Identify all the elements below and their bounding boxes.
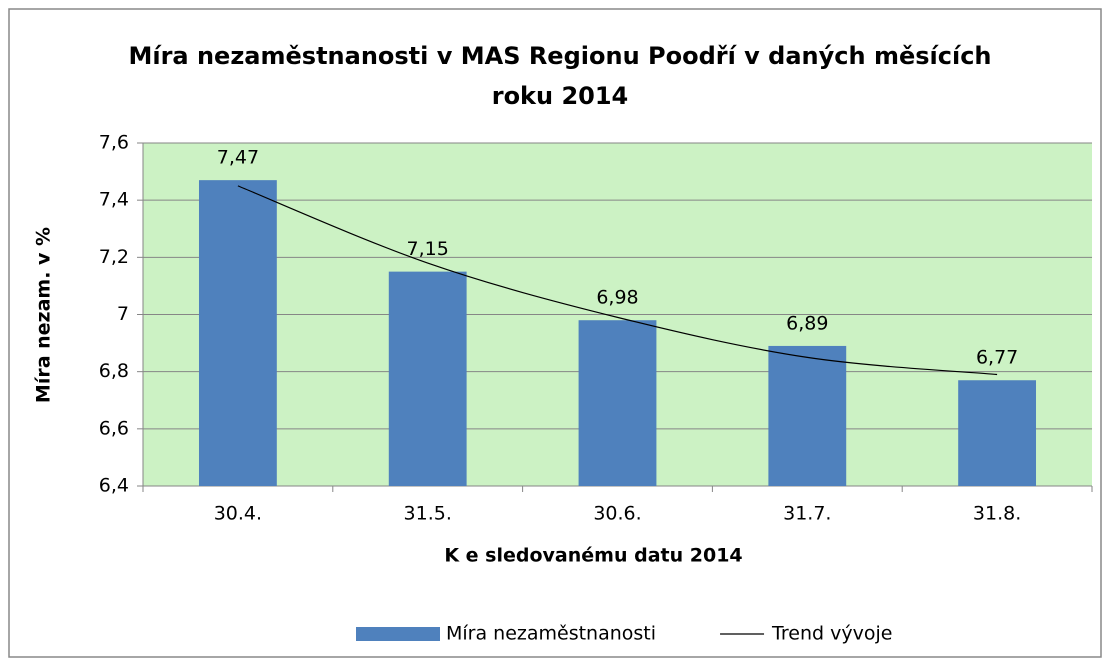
bar (198, 180, 277, 487)
y-tick-label: 7,2 (99, 246, 129, 268)
bar (388, 271, 467, 486)
data-label: 6,77 (976, 347, 1018, 369)
y-tick-label: 7,6 (99, 132, 129, 154)
x-tick-label: 30.4. (214, 503, 262, 525)
y-tick-label: 7 (117, 303, 129, 325)
chart-title: Míra nezaměstnanosti v MAS Regionu Poodř… (128, 42, 992, 110)
legend-label: Míra nezaměstnanosti (446, 623, 656, 645)
x-tick-label: 30.6. (593, 503, 641, 525)
trend-line (237, 185, 998, 376)
y-tick-label: 6,4 (99, 475, 129, 497)
y-tick-label: 6,6 (99, 417, 129, 439)
data-label: 7,15 (407, 238, 449, 260)
y-tick-label: 7,4 (99, 189, 129, 211)
data-label: 6,89 (786, 312, 828, 334)
x-tick-label: 31.8. (973, 503, 1021, 525)
bar (958, 380, 1037, 486)
x-axis-label: K e sledovanému datu 2014 (444, 545, 742, 567)
y-tick-label: 6,8 (99, 360, 129, 382)
bar (578, 320, 657, 486)
data-label: 7,47 (217, 147, 259, 169)
bar (768, 345, 847, 486)
x-tick-label: 31.7. (783, 503, 831, 525)
legend-label: Trend vývoje (771, 623, 892, 645)
y-axis-label: Míra nezam. v % (33, 227, 55, 403)
data-label: 6,98 (596, 287, 638, 309)
x-tick-label: 31.5. (404, 503, 452, 525)
legend-swatch (356, 627, 440, 641)
